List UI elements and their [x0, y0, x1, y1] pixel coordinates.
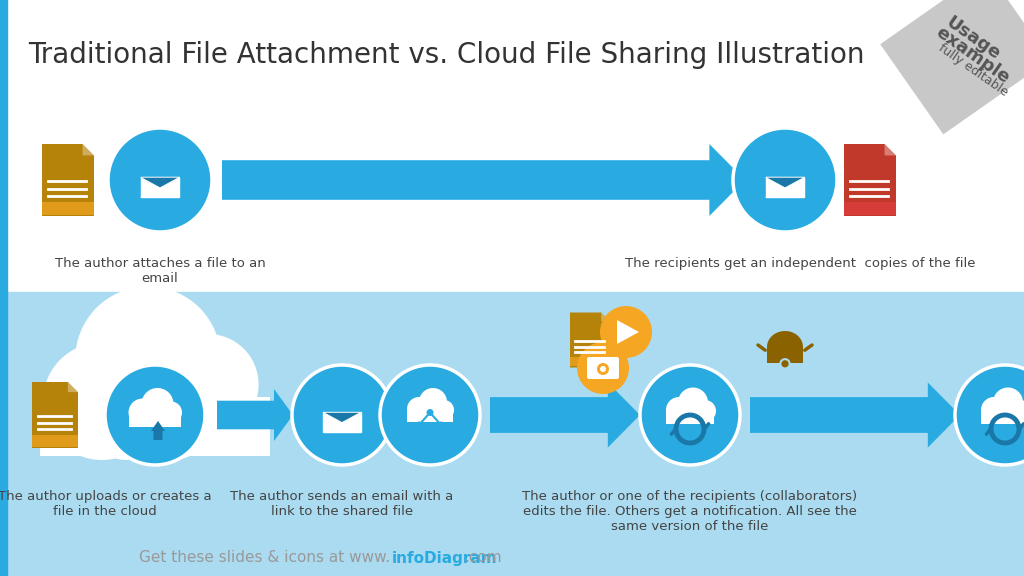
Circle shape: [160, 401, 182, 423]
Circle shape: [128, 399, 157, 426]
Bar: [324, 412, 360, 431]
Text: fully editable: fully editable: [936, 41, 1011, 98]
Circle shape: [141, 388, 173, 420]
Circle shape: [600, 306, 652, 358]
Polygon shape: [32, 382, 78, 448]
Circle shape: [130, 376, 214, 460]
Circle shape: [434, 400, 454, 420]
Circle shape: [416, 422, 423, 429]
Bar: [40, 397, 269, 456]
Polygon shape: [140, 177, 179, 188]
Polygon shape: [570, 313, 610, 367]
Circle shape: [380, 365, 480, 465]
Text: The author or one of the recipients (collaborators)
edits the file. Others get a: The author or one of the recipients (col…: [522, 490, 857, 533]
Circle shape: [75, 286, 221, 432]
Polygon shape: [217, 389, 293, 441]
Circle shape: [108, 128, 212, 232]
Circle shape: [981, 397, 1007, 423]
Polygon shape: [324, 422, 360, 431]
Bar: [140, 177, 179, 197]
Polygon shape: [881, 0, 1024, 134]
Polygon shape: [885, 144, 896, 156]
Circle shape: [780, 359, 790, 369]
Polygon shape: [42, 144, 94, 216]
Circle shape: [993, 388, 1023, 418]
Polygon shape: [68, 382, 78, 392]
Text: The author attaches a file to an
email: The author attaches a file to an email: [54, 257, 265, 285]
Bar: [7, 292, 1024, 576]
Circle shape: [1009, 400, 1024, 422]
Circle shape: [158, 334, 259, 435]
Circle shape: [955, 365, 1024, 465]
Polygon shape: [750, 382, 961, 448]
Text: Traditional File Attachment vs. Cloud File Sharing Illustration: Traditional File Attachment vs. Cloud Fi…: [28, 41, 864, 69]
Circle shape: [733, 128, 837, 232]
Circle shape: [678, 388, 708, 418]
Circle shape: [600, 366, 606, 372]
Polygon shape: [324, 412, 360, 422]
Bar: [42, 202, 94, 215]
Polygon shape: [617, 320, 639, 344]
Bar: [7, 0, 1024, 292]
Circle shape: [292, 365, 392, 465]
Circle shape: [640, 365, 740, 465]
Circle shape: [105, 365, 205, 465]
Bar: [766, 177, 805, 197]
Circle shape: [666, 397, 692, 423]
Polygon shape: [767, 347, 803, 363]
Text: infoDiagram: infoDiagram: [392, 551, 498, 566]
Text: The recipients get an independent  copies of the file: The recipients get an independent copies…: [625, 257, 975, 270]
Polygon shape: [601, 313, 610, 321]
Polygon shape: [766, 177, 805, 188]
Polygon shape: [140, 188, 179, 197]
Polygon shape: [222, 144, 745, 216]
Circle shape: [82, 370, 172, 460]
Text: .com: .com: [464, 551, 502, 566]
Polygon shape: [83, 144, 94, 156]
Polygon shape: [490, 382, 640, 448]
Circle shape: [427, 409, 433, 416]
Circle shape: [407, 397, 431, 421]
Polygon shape: [151, 421, 165, 440]
Bar: [666, 409, 714, 424]
Text: The author sends an email with a
link to the shared file: The author sends an email with a link to…: [230, 490, 454, 518]
Circle shape: [781, 343, 788, 350]
Bar: [32, 435, 78, 446]
Circle shape: [437, 422, 444, 429]
Circle shape: [419, 388, 447, 416]
Polygon shape: [844, 144, 896, 216]
Bar: [981, 409, 1024, 424]
Circle shape: [694, 400, 716, 422]
Bar: [0, 0, 7, 576]
Bar: [407, 407, 453, 422]
Text: The author uploads or creates a
file in the cloud: The author uploads or creates a file in …: [0, 490, 212, 518]
Circle shape: [43, 342, 161, 460]
FancyBboxPatch shape: [587, 357, 618, 379]
Text: Get these slides & icons at www.: Get these slides & icons at www.: [139, 551, 390, 566]
Bar: [570, 357, 610, 366]
Bar: [129, 411, 181, 427]
Polygon shape: [766, 188, 805, 197]
Bar: [844, 202, 896, 215]
Circle shape: [597, 363, 609, 375]
Circle shape: [577, 342, 629, 394]
Text: example: example: [933, 23, 1014, 87]
Text: Usage: Usage: [942, 13, 1004, 63]
